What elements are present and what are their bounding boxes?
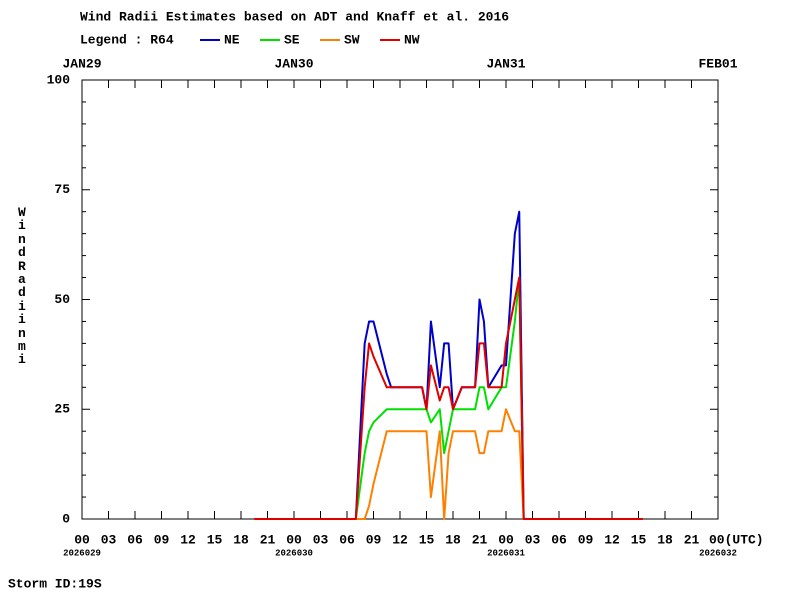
plot-frame — [81, 79, 719, 520]
x-tick-label: 06 — [127, 532, 143, 547]
x-tick-label: 21 — [684, 532, 700, 547]
date-code: 2026031 — [487, 548, 525, 558]
x-tick-label: 09 — [578, 532, 594, 547]
x-tick-label: 12 — [604, 532, 620, 547]
series-line — [254, 210, 643, 520]
date-code: 2026029 — [63, 548, 101, 558]
date-label: JAN31 — [486, 56, 525, 71]
x-tick-label: 21 — [472, 532, 488, 547]
x-tick-label: 06 — [551, 532, 567, 547]
x-tick-label: 12 — [180, 532, 196, 547]
x-tick-label: 00 — [286, 532, 302, 547]
date-label: FEB01 — [698, 56, 737, 71]
x-tick-label: 03 — [101, 532, 117, 547]
y-axis-label: Wind Radii nmi — [18, 205, 34, 368]
chart-title: Wind Radii Estimates based on ADT and Kn… — [80, 9, 509, 24]
y-tick-label: 100 — [47, 72, 71, 87]
x-tick-label: 18 — [445, 532, 461, 547]
footer: Storm ID:19S — [8, 576, 102, 591]
y-tick-label: 50 — [54, 292, 70, 307]
y-tick-label: 25 — [54, 402, 70, 417]
date-code: 2026030 — [275, 548, 313, 558]
y-tick-label: 75 — [54, 182, 70, 197]
series-line — [254, 276, 643, 520]
x-tick-label: 06 — [339, 532, 355, 547]
date-code: 2026032 — [699, 548, 737, 558]
legend-label: NE — [224, 32, 240, 47]
x-tick-label: 03 — [525, 532, 541, 547]
date-label: JAN29 — [62, 56, 101, 71]
x-tick-label: 15 — [207, 532, 223, 547]
x-tick-label: 18 — [657, 532, 673, 547]
x-tick-label: 09 — [154, 532, 170, 547]
legend-label: SE — [284, 32, 300, 47]
x-tick-label: 18 — [233, 532, 249, 547]
series-line — [254, 276, 643, 520]
series-line — [254, 408, 643, 520]
x-tick-label: 12 — [392, 532, 408, 547]
x-tick-label: 00(UTC) — [709, 532, 764, 547]
x-tick-label: 00 — [498, 532, 514, 547]
x-tick-label: 15 — [631, 532, 647, 547]
y-tick-label: 0 — [62, 511, 70, 526]
date-label: JAN30 — [274, 56, 313, 71]
x-tick-label: 15 — [419, 532, 435, 547]
x-tick-label: 00 — [74, 532, 90, 547]
legend-label: SW — [344, 32, 360, 47]
x-tick-label: 09 — [366, 532, 382, 547]
legend-label: NW — [404, 32, 420, 47]
x-tick-label: 03 — [313, 532, 329, 547]
x-tick-label: 21 — [260, 532, 276, 547]
legend-title: Legend : R64 — [80, 32, 174, 47]
